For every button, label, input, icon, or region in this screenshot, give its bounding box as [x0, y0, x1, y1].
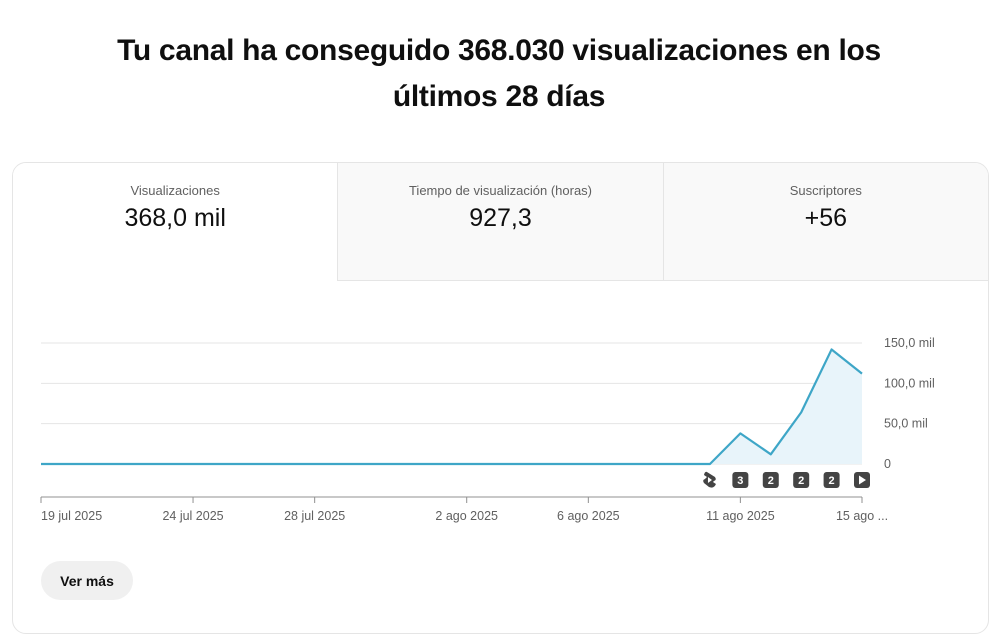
see-more-button[interactable]: Ver más — [41, 561, 133, 600]
y-tick-label: 150,0 mil — [884, 336, 935, 350]
tab-subscribers-value: +56 — [804, 204, 848, 232]
x-tick-label: 28 jul 2025 — [284, 509, 345, 523]
y-tick-label: 0 — [884, 457, 891, 471]
analytics-card: Visualizaciones 368,0 mil Tiempo de visu… — [12, 162, 989, 634]
x-tick-label: 2 ago 2025 — [435, 509, 498, 523]
metric-tabs: Visualizaciones 368,0 mil Tiempo de visu… — [13, 163, 988, 281]
play-icon-glyph — [859, 475, 866, 485]
tab-watch-time[interactable]: Tiempo de visualización (horas) 927,3 — [337, 163, 663, 281]
video-count-label: 2 — [768, 475, 774, 487]
headline: Tu canal ha conseguido 368.030 visualiza… — [0, 28, 998, 120]
tab-subscribers[interactable]: Suscriptores +56 — [662, 163, 988, 281]
shorts-icon — [703, 471, 716, 488]
x-tick-label: 19 jul 2025 — [41, 509, 102, 523]
views-chart: 150,0 mil 100,0 mil 50,0 mil 0 19 jul 2025 24… — [40, 336, 935, 523]
tab-views[interactable]: Visualizaciones 368,0 mil — [13, 163, 338, 281]
series-line — [41, 348, 863, 466]
headline-line-1: Tu canal ha conseguido 368.030 visualiza… — [117, 34, 881, 67]
y-tick-label: 50,0 mil — [884, 417, 928, 431]
video-count-label: 2 — [829, 475, 835, 487]
y-tick-label: 100,0 mil — [884, 376, 935, 390]
tab-watch-time-value: 927,3 — [469, 204, 532, 232]
tab-subscribers-label: Suscriptores — [789, 183, 862, 198]
x-tick-label: 15 ago ... — [836, 509, 888, 523]
tab-views-label: Visualizaciones — [130, 183, 220, 198]
series-area — [41, 349, 862, 464]
headline-line-2: últimos 28 días — [392, 80, 606, 113]
video-count-label: 3 — [737, 475, 743, 487]
video-count-badge — [762, 472, 779, 488]
tab-watch-time-label: Tiempo de visualización (horas) — [408, 183, 593, 198]
x-tick-label: 6 ago 2025 — [557, 509, 620, 523]
x-tick-label: 11 ago 2025 — [706, 509, 775, 523]
video-count-badge — [732, 472, 749, 488]
video-count-badge — [823, 472, 840, 488]
video-count-label: 2 — [798, 475, 804, 487]
tab-views-value: 368,0 mil — [124, 204, 226, 232]
x-tick-label: 24 jul 2025 — [162, 509, 223, 523]
video-count-badge — [793, 472, 810, 488]
